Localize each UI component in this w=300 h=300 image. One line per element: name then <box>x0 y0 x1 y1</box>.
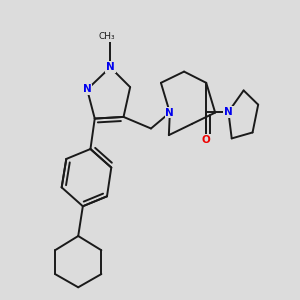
Text: N: N <box>166 108 174 118</box>
Text: N: N <box>83 85 92 94</box>
Text: N: N <box>224 107 233 117</box>
Text: N: N <box>106 62 115 72</box>
Text: CH₃: CH₃ <box>99 32 115 41</box>
Text: O: O <box>202 135 211 145</box>
